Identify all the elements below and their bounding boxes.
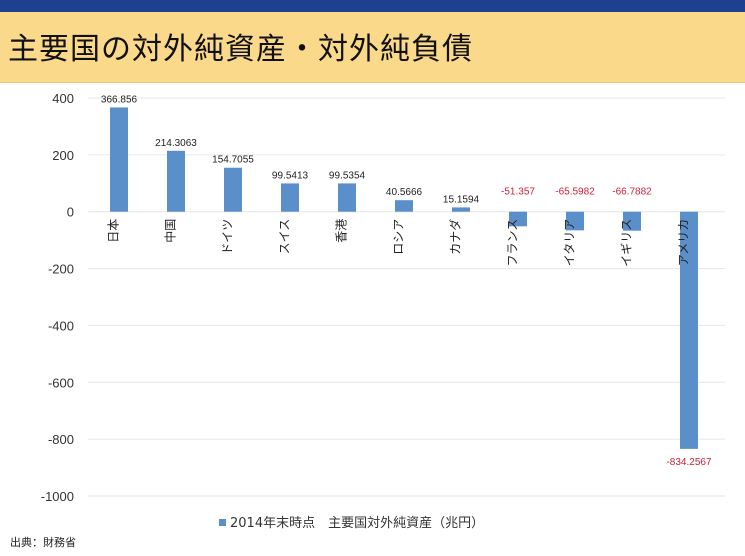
data-label: 366.856 bbox=[101, 94, 138, 105]
data-label: 99.5413 bbox=[272, 170, 309, 181]
bar bbox=[281, 183, 299, 212]
x-tick-label: スイス bbox=[278, 219, 292, 255]
y-tick-label: -1000 bbox=[41, 489, 74, 504]
legend-swatch bbox=[219, 519, 226, 526]
data-label: 15.1594 bbox=[443, 194, 480, 205]
bar bbox=[566, 211, 584, 231]
x-tick-label: ドイツ bbox=[221, 219, 235, 255]
x-tick-label: 日本 bbox=[107, 219, 121, 243]
bar bbox=[167, 150, 185, 212]
x-tick-label: イギリス bbox=[620, 219, 634, 267]
x-tick-label: 香港 bbox=[335, 219, 349, 243]
data-label: -65.5982 bbox=[555, 187, 595, 198]
bar bbox=[680, 211, 698, 449]
y-tick-label: 400 bbox=[52, 91, 74, 106]
x-tick-label: フランス bbox=[506, 219, 520, 267]
source-note: 出典：財務省 bbox=[10, 536, 76, 549]
data-label: 154.7055 bbox=[212, 155, 254, 166]
legend-label: 2014年末時点 主要国対外純資産（兆円） bbox=[230, 515, 484, 531]
y-tick-label: 200 bbox=[52, 148, 74, 163]
data-label: 214.3063 bbox=[155, 138, 197, 149]
y-tick-label: -600 bbox=[48, 375, 74, 390]
data-label: -66.7882 bbox=[612, 187, 652, 198]
data-label: -51.357 bbox=[501, 187, 535, 198]
bar bbox=[110, 107, 128, 212]
data-label: -834.2567 bbox=[666, 457, 711, 468]
bar bbox=[623, 211, 641, 231]
y-tick-label: -400 bbox=[48, 318, 74, 333]
y-tick-label: -800 bbox=[48, 432, 74, 447]
data-label: 99.5354 bbox=[329, 170, 366, 181]
top-accent-bar bbox=[0, 0, 745, 12]
bar bbox=[452, 207, 470, 212]
x-tick-label: 中国 bbox=[163, 219, 178, 243]
y-tick-label: 0 bbox=[67, 205, 74, 220]
x-tick-label: アメリカ bbox=[677, 219, 691, 266]
bar-chart: 400 200 0 -200 -400 -600 -800 -1000 366.856 日本 214… bbox=[41, 91, 725, 531]
bar bbox=[338, 183, 356, 212]
x-tick-label: イタリア bbox=[563, 219, 577, 267]
bar bbox=[224, 167, 242, 212]
bar bbox=[395, 200, 413, 212]
page-title: 主要国の対外純資産・対外純負債 bbox=[8, 32, 473, 67]
data-label: 40.5666 bbox=[386, 187, 423, 198]
y-tick-label: -200 bbox=[48, 262, 74, 277]
bar bbox=[509, 211, 527, 227]
title-banner: 主要国の対外純資産・対外純負債 bbox=[0, 12, 745, 83]
x-tick-label: カナダ bbox=[448, 219, 463, 255]
x-tick-label: ロシア bbox=[392, 219, 406, 255]
